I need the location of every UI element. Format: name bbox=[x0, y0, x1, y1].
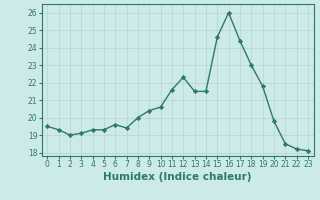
X-axis label: Humidex (Indice chaleur): Humidex (Indice chaleur) bbox=[103, 172, 252, 182]
